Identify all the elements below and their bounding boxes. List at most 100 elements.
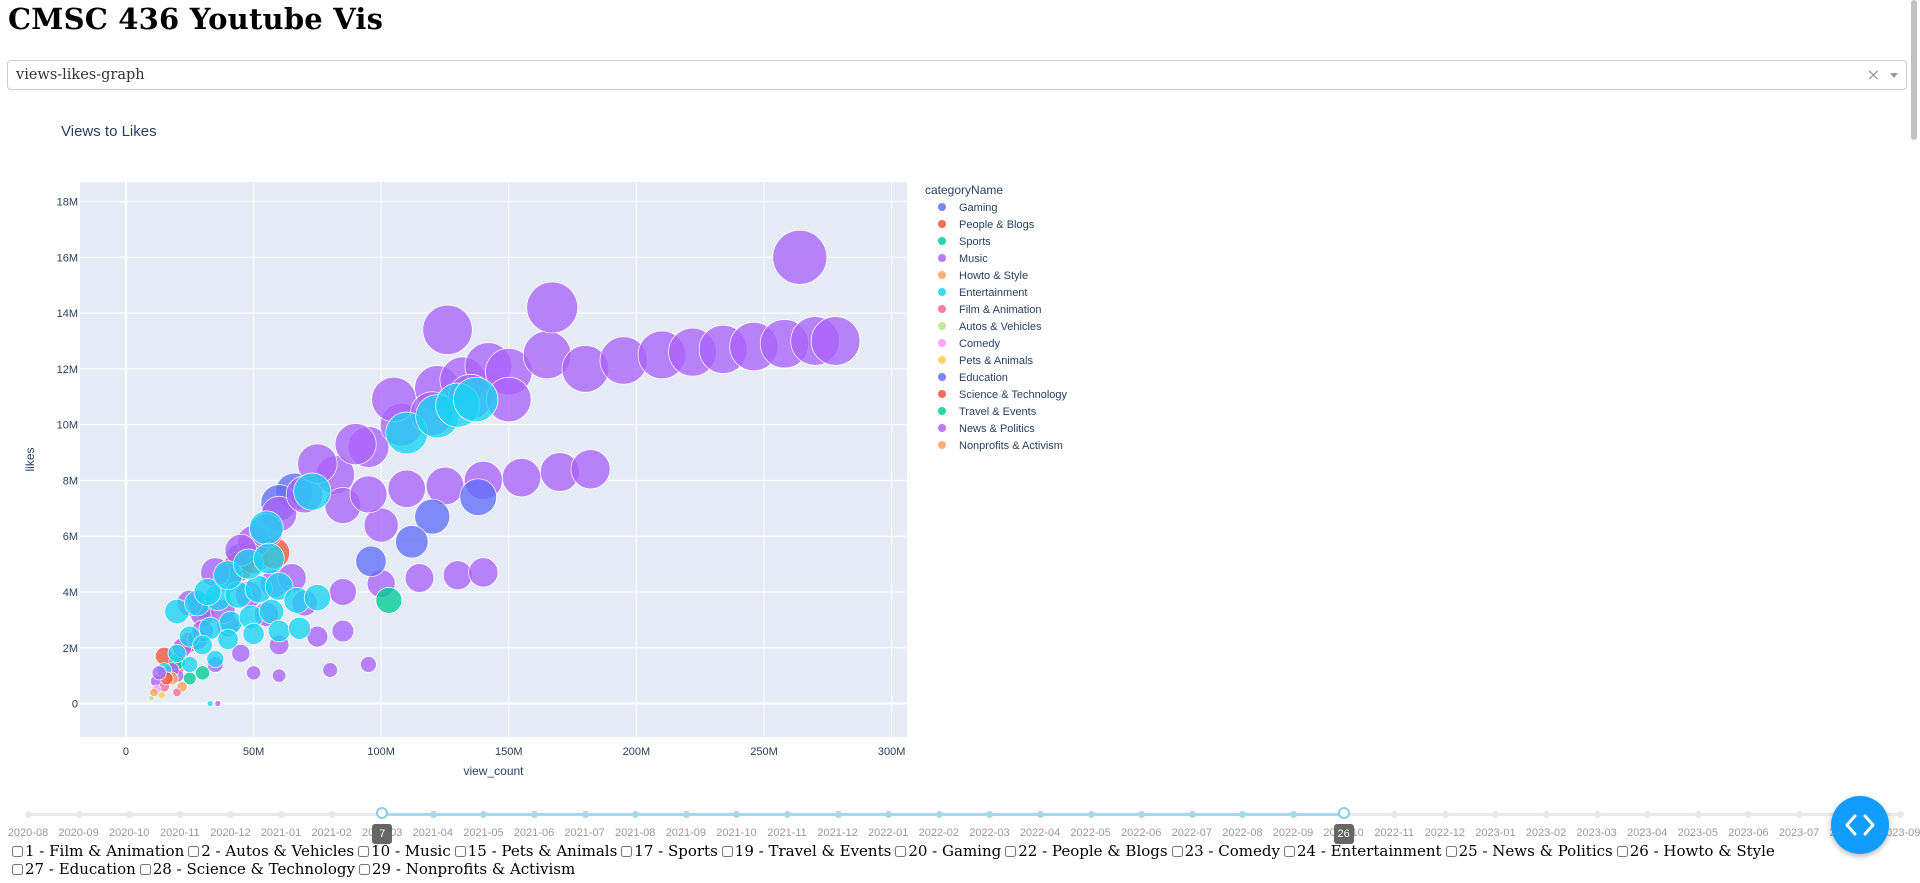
data-point[interactable] [404,563,435,593]
category-option[interactable]: 26 - Howto & Style [1615,842,1775,860]
data-point[interactable] [195,665,210,681]
data-point[interactable] [206,650,225,668]
data-point[interactable] [329,578,357,606]
data-point[interactable] [322,662,338,678]
data-point[interactable] [151,665,167,681]
slider-mark-label[interactable]: 2021-10 [716,827,757,839]
slider-mark-label[interactable]: 2021-02 [311,827,352,839]
data-point[interactable] [570,449,611,490]
category-checkbox[interactable] [1445,846,1457,857]
slider-mark-dot[interactable] [1441,811,1449,818]
data-point[interactable] [181,656,199,673]
slider-mark-dot[interactable] [581,811,589,818]
slider-mark-dot[interactable] [885,811,893,818]
data-point[interactable] [375,587,403,614]
category-checkbox[interactable] [188,846,200,857]
slider-mark-label[interactable]: 2021-01 [260,827,302,839]
slider-mark-label[interactable]: 2022-09 [1272,827,1314,839]
slider-mark-dot[interactable] [1593,811,1601,818]
slider-mark-label[interactable]: 2023-01 [1475,827,1516,839]
category-option[interactable]: 25 - News & Politics [1444,842,1613,860]
slider-mark-dot[interactable] [531,811,538,818]
data-point[interactable] [246,665,261,681]
slider-mark-dot[interactable] [1694,811,1702,818]
slider-mark-label[interactable]: 2020-12 [210,827,251,839]
slider-mark-label[interactable]: 2021-12 [817,827,858,839]
slider-mark-label[interactable]: 2021-11 [767,827,807,839]
graph-select-dropdown[interactable]: views-likes-graph × [7,60,1907,90]
slider-mark-dot[interactable] [278,811,285,818]
data-point[interactable] [395,525,429,559]
data-point[interactable] [303,584,331,612]
data-point[interactable] [452,376,499,423]
data-point[interactable] [360,656,377,673]
data-point[interactable] [214,700,222,707]
data-point[interactable] [468,557,499,588]
slider-mark-dot[interactable] [1543,811,1550,818]
slider-mark-label[interactable]: 2023-09 [1880,827,1920,839]
data-point[interactable] [355,545,387,577]
slider-mark-label[interactable]: 2022-06 [1121,827,1162,839]
category-checkbox[interactable] [1005,846,1017,857]
slider-mark-dot[interactable] [682,811,690,818]
category-option[interactable]: 24 - Entertainment [1282,842,1442,860]
slider-mark-dot[interactable] [1188,811,1196,818]
slider-mark-dot[interactable] [1391,811,1399,818]
slider-mark-dot[interactable] [834,811,842,818]
category-checkbox[interactable] [1616,846,1628,857]
category-option[interactable]: 2 - Autos & Vehicles [186,842,354,860]
data-point[interactable] [293,472,332,511]
slider-mark-dot[interactable] [1796,811,1803,818]
data-point[interactable] [157,691,166,700]
data-point[interactable] [217,628,239,650]
category-option[interactable]: 1 - Film & Animation [10,842,184,860]
slider-mark-label[interactable]: 2021-04 [412,827,453,839]
slider-mark-dot[interactable] [25,811,32,818]
data-point[interactable] [253,542,285,575]
slider-mark-dot[interactable] [126,811,134,818]
slider-mark-label[interactable]: 2023-07 [1778,827,1820,839]
category-option[interactable]: 23 - Comedy [1170,842,1280,860]
category-checkbox[interactable] [454,846,466,857]
slider-mark-dot[interactable] [75,811,83,818]
data-point[interactable] [772,229,828,285]
slider-mark-dot[interactable] [733,811,741,818]
slider-mark-dot[interactable] [784,811,791,818]
slider-mark-dot[interactable] [1492,811,1500,818]
slider-mark-dot[interactable] [429,811,437,818]
data-point[interactable] [193,578,222,606]
category-option[interactable]: 17 - Sports [619,842,718,860]
category-option[interactable]: 20 - Gaming [893,842,1001,860]
data-point[interactable] [349,475,388,514]
data-point[interactable] [442,560,473,591]
slider-mark-label[interactable]: 2022-08 [1222,827,1263,839]
data-point[interactable] [267,619,291,643]
slider-mark-label[interactable]: 2022-01 [868,827,909,839]
slider-mark-dot[interactable] [1290,811,1297,818]
slider-mark-dot[interactable] [328,811,336,818]
data-point[interactable] [502,458,542,498]
slider-mark-dot[interactable] [632,811,640,818]
data-point[interactable] [334,423,377,466]
slider-mark-dot[interactable] [1087,811,1095,818]
slider-mark-label[interactable]: 2021-06 [513,827,555,839]
slider-mark-label[interactable]: 2023-02 [1525,827,1567,839]
category-checkbox[interactable] [621,846,633,857]
slider-mark-label[interactable]: 2023-04 [1627,827,1668,839]
category-checkbox[interactable] [1171,846,1183,857]
slider-mark-label[interactable]: 2022-05 [1070,827,1111,839]
category-option[interactable]: 28 - Science & Technology [138,860,355,878]
data-point[interactable] [414,498,451,535]
slider-mark-label[interactable]: 2022-02 [918,827,959,839]
slider-mark-dot[interactable] [1745,811,1753,818]
data-point[interactable] [271,668,287,683]
views-likes-chart[interactable]: Views to Likes 0 50M 100M 150M 200M 250M 300M 0 2… [0,110,1100,790]
slider-mark-dot[interactable] [935,811,943,818]
data-point[interactable] [331,619,355,643]
slider-mark-label[interactable]: 2022-04 [1019,827,1061,839]
data-point[interactable] [422,304,473,355]
slider-mark-dot[interactable] [986,811,994,818]
date-range-slider[interactable]: 2020-08 2020-09 2020-10 2020-11 2020-12 2021-… [0,796,1920,844]
data-point[interactable] [242,622,265,645]
slider-mark-label[interactable]: 2020-10 [109,827,150,839]
